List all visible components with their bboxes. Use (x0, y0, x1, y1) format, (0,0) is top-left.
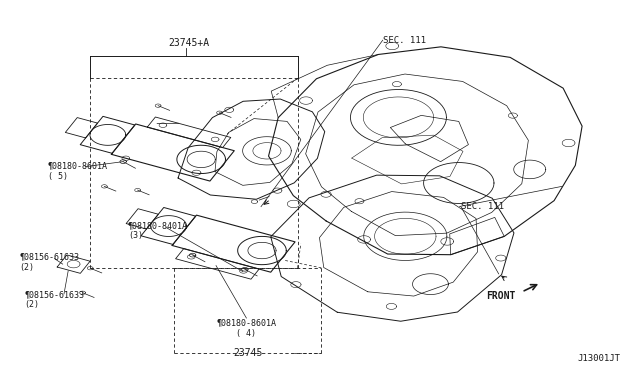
Text: FRONT: FRONT (486, 291, 516, 301)
Text: 23745: 23745 (234, 348, 263, 358)
Text: ¶08156-61633
(2): ¶08156-61633 (2) (24, 290, 84, 309)
Text: J13001JT: J13001JT (578, 354, 621, 363)
Text: SEC. 111: SEC. 111 (461, 202, 504, 211)
Text: ¶08156-61633
(2): ¶08156-61633 (2) (19, 253, 79, 272)
Text: ¶08180-8601A
( 5): ¶08180-8601A ( 5) (48, 161, 108, 181)
Text: 23745+A: 23745+A (168, 38, 209, 48)
Text: ¶08180-8601A
( 4): ¶08180-8601A ( 4) (216, 318, 276, 338)
Text: SEC. 111: SEC. 111 (383, 36, 426, 45)
Text: ¶08180-8401A
(3): ¶08180-8401A (3) (128, 221, 188, 240)
